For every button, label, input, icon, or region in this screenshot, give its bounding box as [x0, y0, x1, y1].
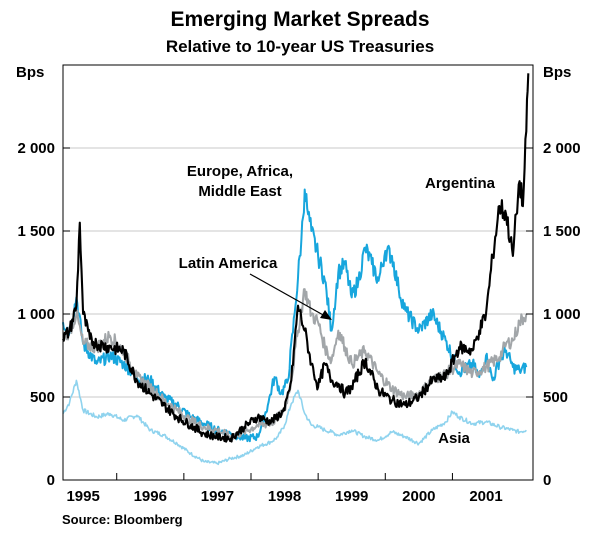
y-tick-label-right: 1 500: [543, 223, 581, 240]
x-tick-label: 1999: [335, 488, 368, 505]
label-latin-america: Latin America: [179, 255, 278, 272]
series-lines: [62, 73, 530, 466]
label-asia: Asia: [438, 430, 470, 447]
label-europe-africa-middle-east: Europe, Africa,: [187, 163, 293, 180]
chart-subtitle: Relative to 10-year US Treasuries: [166, 37, 434, 56]
y-tick-label-left: 500: [30, 389, 55, 406]
source-note: Source: Bloomberg: [62, 512, 183, 527]
gridlines: [63, 147, 533, 398]
latin-america-arrow-line: [249, 273, 326, 317]
y-unit-right: Bps: [543, 64, 571, 81]
y-tick-label-right: 0: [543, 472, 551, 489]
y-tick-label-right: 1 000: [543, 306, 581, 323]
axes: 0 0 500 500 1 000 1 000 1 500 1 500 2 000 2 000 19…: [17, 140, 580, 505]
label-argentina: Argentina: [425, 175, 496, 192]
x-tick-label: 2000: [402, 488, 435, 505]
y-unit-left: Bps: [16, 64, 44, 81]
x-tick-label: 2001: [469, 488, 502, 505]
series-labels: Argentina Europe, Africa, Middle East Latin…: [179, 163, 496, 447]
y-tick-label-right: 2 000: [543, 140, 581, 157]
y-tick-label-left: 2 000: [17, 140, 55, 157]
series-line-europe-africa-middle-east: [62, 188, 528, 443]
x-tick-label: 1996: [134, 488, 167, 505]
y-tick-label-left: 1 000: [17, 306, 55, 323]
label-europe-africa-middle-east: Middle East: [198, 183, 281, 200]
chart-title: Emerging Market Spreads: [170, 8, 429, 31]
series-line-asia: [62, 379, 527, 466]
x-tick-label: 1997: [201, 488, 234, 505]
latin-america-arrow-head: [320, 310, 332, 320]
plot-area-frame: [62, 64, 534, 481]
series-line-argentina: [62, 73, 530, 443]
y-tick-label-left: 0: [47, 472, 55, 489]
y-tick-label-left: 1 500: [17, 223, 55, 240]
x-tick-label: 1995: [66, 488, 99, 505]
y-tick-label-right: 500: [543, 389, 568, 406]
x-tick-label: 1998: [268, 488, 301, 505]
